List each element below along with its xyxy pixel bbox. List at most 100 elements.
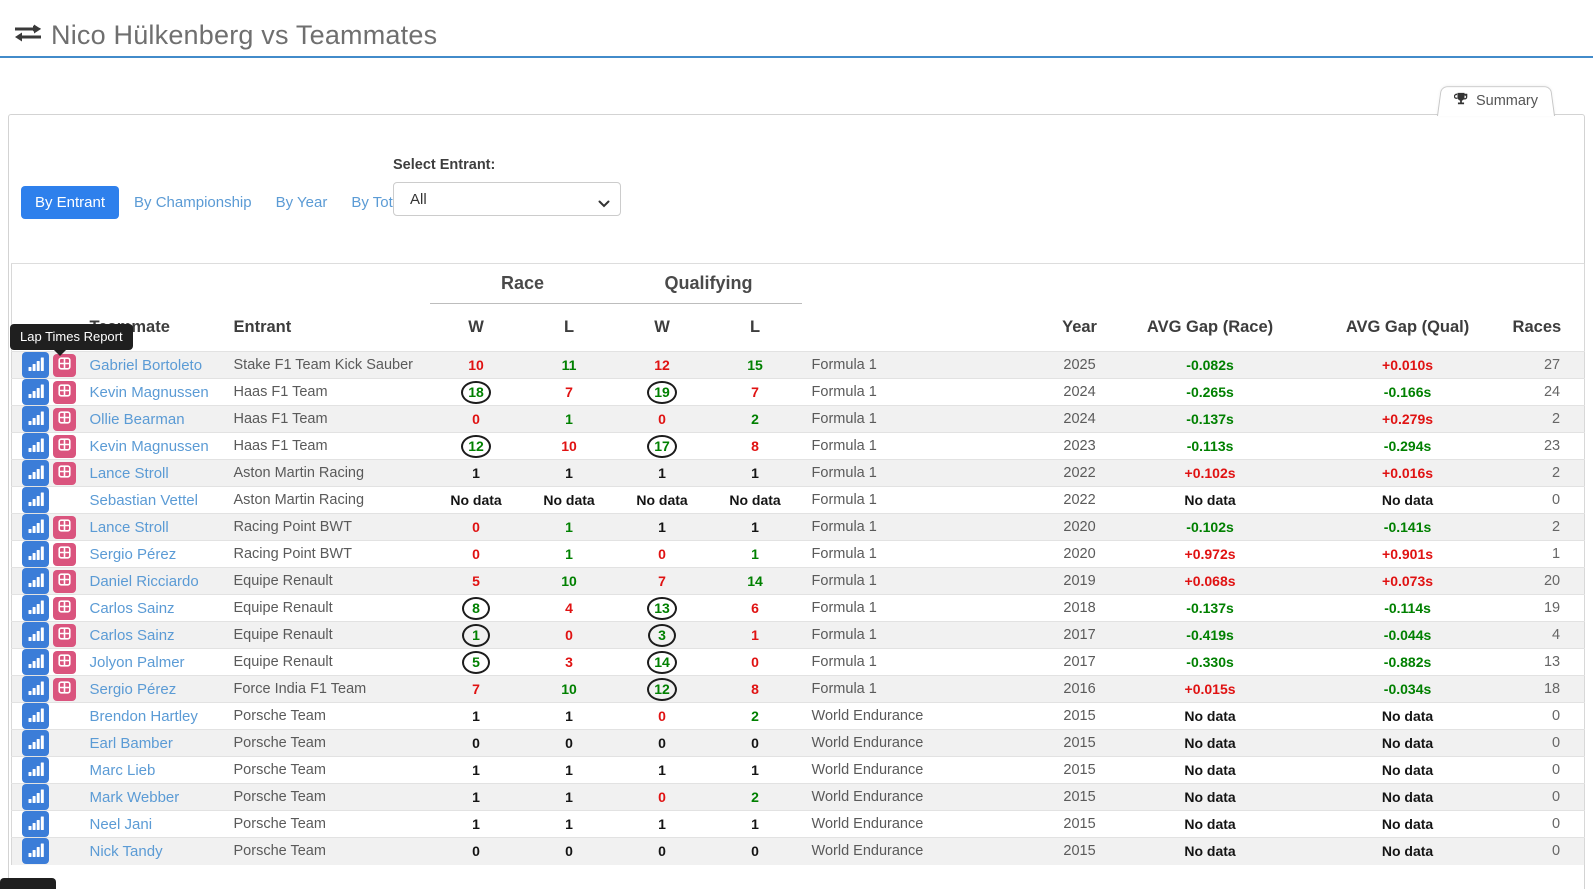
lap-times-chart-button[interactable] [22,568,49,594]
bar-chart-icon [28,681,44,698]
stat-value: -0.034s [1383,680,1432,697]
lap-times-chart-button[interactable] [22,379,49,405]
lap-times-table-button[interactable] [53,461,76,485]
entrant-cell: Equipe Renault [221,594,430,622]
table-grid-icon [58,681,71,697]
avg-gap-race-cell: No data [1117,810,1303,838]
bar-chart-icon [28,654,44,671]
lap-times-chart-button[interactable] [22,676,49,702]
avg-gap-qual-cell: +0.010s [1302,351,1513,379]
stat-value: No data [1381,842,1434,859]
race-w-column-header: W [468,318,484,336]
lap-times-table-button[interactable] [53,569,76,593]
stat-value: -0.137s [1186,599,1234,616]
teammates-table-wrap: Race Qualifying Teammate Entrant W L W L… [11,263,1586,865]
stat-value: -0.137s [1186,410,1234,427]
teammate-link[interactable]: Sebastian Vettel [89,491,198,509]
lap-times-chart-button[interactable] [22,703,49,729]
teammate-link[interactable]: Jolyon Palmer [89,653,185,671]
table-grid-icon [58,573,71,589]
table-grid-icon [58,654,71,670]
lap-times-table-button[interactable] [53,596,76,620]
teammate-link[interactable]: Mark Webber [89,788,180,806]
tab-summary[interactable]: Summary [1437,84,1555,116]
qual-wins-cell: 12 [615,675,709,703]
filter-by-championship-link[interactable]: By Championship [134,193,252,211]
lap-times-chart-button[interactable] [22,352,49,378]
lap-times-chart-button[interactable] [22,541,49,567]
teammate-link[interactable]: Carlos Sainz [89,599,175,617]
teammate-cell: Sergio Pérez [81,675,222,703]
teammate-link[interactable]: Kevin Magnussen [89,437,209,455]
race-wins-cell: 18 [429,378,523,406]
teammate-link[interactable]: Gabriel Bortoleto [89,356,203,374]
avg-gap-qual-cell: +0.016s [1302,459,1513,487]
entrant-cell: Equipe Renault [221,567,430,595]
teammate-link[interactable]: Lance Stroll [89,464,169,482]
lap-times-table-button[interactable] [53,542,76,566]
teammate-cell: Kevin Magnussen [81,432,222,460]
teammate-link[interactable]: Sergio Pérez [89,545,177,563]
race-wins-cell: 5 [429,648,523,676]
lap-times-chart-button[interactable] [22,811,49,837]
lap-times-table-button[interactable] [53,380,76,404]
lap-times-chart-button[interactable] [22,622,49,648]
qual-wins-cell: No data [615,486,709,514]
lap-times-table-button[interactable] [53,677,76,701]
stat-value: 2 [751,788,759,805]
row-actions-cell [11,513,82,541]
lap-times-table-button[interactable] [53,434,76,458]
lap-times-chart-button[interactable] [22,514,49,540]
qual-losses-cell: 1 [708,540,802,568]
lap-times-chart-button[interactable] [22,487,49,513]
lap-times-chart-button[interactable] [22,433,49,459]
stat-value: 1 [658,464,666,481]
row-actions-cell [11,594,82,622]
lap-times-table-button[interactable] [53,515,76,539]
lap-times-chart-button[interactable] [22,730,49,756]
entrant-cell: Aston Martin Racing [221,486,430,514]
lap-times-chart-button[interactable] [22,595,49,621]
filter-by-year-link[interactable]: By Year [275,193,328,211]
teammate-cell: Lance Stroll [81,513,222,541]
teammate-link[interactable]: Marc Lieb [89,761,156,779]
year-cell: 2022 [1041,486,1118,514]
teammate-link[interactable]: Lance Stroll [89,518,169,536]
teammate-link[interactable]: Brendon Hartley [89,707,198,725]
year-cell: 2015 [1041,810,1118,838]
lap-times-table-button[interactable] [53,650,76,674]
teammate-link[interactable]: Kevin Magnussen [89,383,209,401]
lap-times-chart-button[interactable] [22,406,49,432]
teammate-link[interactable]: Earl Bamber [89,734,173,752]
race-losses-cell: 0 [522,729,616,757]
lap-times-chart-button[interactable] [22,460,49,486]
teammate-link[interactable]: Nick Tandy [89,842,163,860]
stat-value: 1 [565,707,573,724]
lap-times-table-button[interactable] [53,623,76,647]
lap-times-table-button[interactable] [53,353,76,377]
race-wins-cell: 0 [429,405,523,433]
race-losses-cell: 1 [522,405,616,433]
stat-value: 1 [565,815,573,832]
qual-losses-cell: 8 [708,432,802,460]
entrant-cell: Stake F1 Team Kick Sauber [221,351,430,379]
filter-by-total-link[interactable]: By Total [351,193,405,211]
stat-value: No data [1184,707,1236,724]
stat-value: 1 [751,815,759,832]
teammate-link[interactable]: Neel Jani [89,815,153,833]
entrant-select[interactable]: All [393,182,621,216]
teammate-link[interactable]: Sergio Pérez [89,680,177,698]
teammate-link[interactable]: Daniel Ricciardo [89,572,199,590]
lap-times-chart-button[interactable] [22,649,49,675]
filter-by-entrant-button[interactable]: By Entrant [21,185,120,219]
entrant-select-group: Select Entrant: All [393,157,621,216]
lap-times-table-button[interactable] [53,407,76,431]
lap-times-chart-button[interactable] [22,757,49,783]
teammate-link[interactable]: Carlos Sainz [89,626,175,644]
qual-wins-cell: 1 [615,810,709,838]
stat-value: No data [450,491,502,508]
teammate-link[interactable]: Ollie Bearman [89,410,185,428]
lap-times-chart-button[interactable] [22,784,49,810]
lap-times-chart-button[interactable] [22,838,49,865]
